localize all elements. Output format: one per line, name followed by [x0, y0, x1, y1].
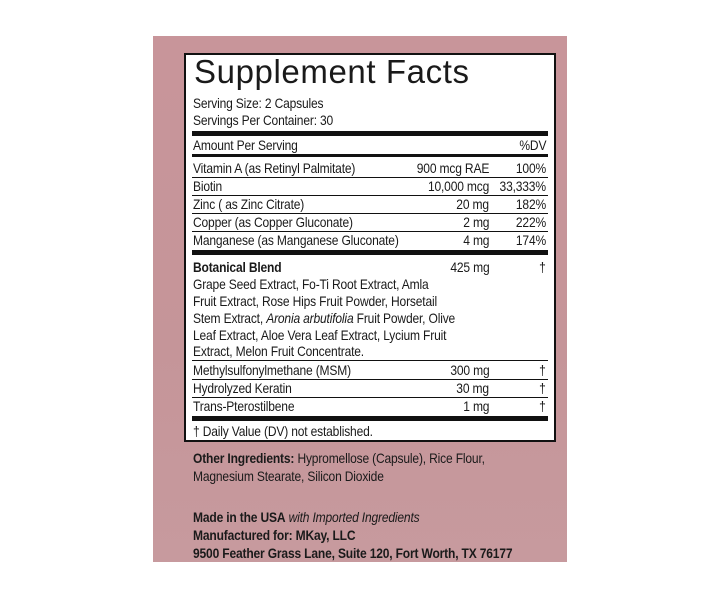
blend-name: Botanical Blend: [193, 259, 282, 275]
divider: [192, 131, 548, 136]
other-ingredients-text: Magnesium Stearate, Silicon Dioxide: [193, 468, 384, 484]
ingredient-name: Methylsulfonylmethane (MSM): [193, 362, 351, 378]
nutrient-amount: 2 mg: [462, 214, 489, 230]
divider: [192, 177, 548, 178]
nutrient-row: Manganese (as Manganese Gluconate) 4 mg 17…: [192, 231, 548, 249]
ingredient-row: Trans-Pterostilbene 1 mg †: [192, 397, 548, 415]
footnote: † Daily Value (DV) not established.: [193, 423, 373, 439]
nutrient-row: Copper (as Copper Gluconate) 2 mg 222%: [192, 213, 548, 231]
nutrient-name: Zinc ( as Zinc Citrate): [193, 196, 305, 212]
divider: [192, 416, 548, 421]
dv-header-label: %DV: [519, 137, 546, 153]
ingredient-name: Hydrolyzed Keratin: [193, 380, 292, 396]
divider: [192, 360, 548, 361]
ingredient-name: Trans-Pterostilbene: [193, 398, 295, 414]
blend-ingredients-line: Grape Seed Extract, Fo-Ti Root Extract, …: [193, 276, 429, 292]
ingredient-dv: †: [539, 380, 546, 396]
label-panel: Supplement Facts Serving Size: 2 Capsule…: [153, 36, 567, 562]
other-ingredients-text: Hypromellose (Capsule), Rice Flour,: [294, 450, 485, 466]
divider: [192, 213, 548, 214]
divider: [192, 195, 548, 196]
blend-ingredients-line: Leaf Extract, Aloe Vera Leaf Extract, Ly…: [193, 327, 447, 343]
amount-header: Amount Per Serving %DV: [192, 136, 548, 154]
manufacturer: Manufactured for: MKay, LLC: [193, 527, 356, 543]
nutrient-amount: 4 mg: [462, 232, 489, 248]
amount-header-label: Amount Per Serving: [193, 137, 298, 153]
ingredient-row: Methylsulfonylmethane (MSM) 300 mg †: [192, 361, 548, 379]
ingredient-dv: †: [539, 398, 546, 414]
divider: [192, 154, 548, 157]
divider: [192, 250, 548, 255]
blend-text: Stem Extract,: [193, 310, 267, 326]
nutrient-row: Zinc ( as Zinc Citrate) 20 mg 182%: [192, 195, 548, 213]
address: 9500 Feather Grass Lane, Suite 120, Fort…: [193, 545, 513, 561]
made-in-bold: Made in the USA: [193, 509, 286, 525]
servings-per-container: Servings Per Container: 30: [193, 112, 334, 128]
ingredient-row: Hydrolyzed Keratin 30 mg †: [192, 379, 548, 397]
nutrient-name: Vitamin A (as Retinyl Palmitate): [193, 160, 356, 176]
blend-dv: †: [539, 259, 546, 275]
nutrient-dv: 100%: [515, 160, 546, 176]
ingredient-amount: 1 mg: [462, 398, 489, 414]
blend-amount: 425 mg: [449, 259, 489, 275]
nutrient-dv: 182%: [515, 196, 546, 212]
blend-row: Botanical Blend 425 mg †: [192, 258, 548, 276]
nutrient-row: Vitamin A (as Retinyl Palmitate) 900 mcg …: [192, 159, 548, 177]
nutrient-dv: 174%: [515, 232, 546, 248]
nutrient-dv: 222%: [515, 214, 546, 230]
divider: [192, 397, 548, 398]
nutrient-row: Biotin 10,000 mcg 33,333%: [192, 177, 548, 195]
blend-text-italic: Aronia arbutifolia: [266, 310, 354, 326]
nutrient-name: Manganese (as Manganese Gluconate): [193, 232, 399, 248]
supplement-facts-box: Supplement Facts Serving Size: 2 Capsule…: [184, 53, 556, 442]
nutrient-name: Copper (as Copper Gluconate): [193, 214, 353, 230]
ingredient-amount: 30 mg: [456, 380, 489, 396]
blend-ingredients-line: Stem Extract, Aronia arbutifolia Fruit P…: [193, 309, 455, 327]
blend-ingredients-line: Extract, Melon Fruit Concentrate.: [193, 343, 364, 359]
nutrient-amount: 900 mcg RAE: [416, 160, 490, 176]
ingredient-amount: 300 mg: [449, 362, 489, 378]
divider: [192, 231, 548, 232]
serving-size: Serving Size: 2 Capsules: [193, 95, 324, 111]
nutrient-amount: 10,000 mcg: [427, 178, 489, 194]
title: Supplement Facts: [194, 53, 470, 90]
blend-ingredients-line: Fruit Extract, Rose Hips Fruit Powder, H…: [193, 293, 437, 309]
divider: [192, 379, 548, 380]
other-ingredients: Other Ingredients: Hypromellose (Capsule…: [193, 449, 485, 467]
ingredient-dv: †: [539, 362, 546, 378]
blend-text: Fruit Powder, Olive: [353, 310, 456, 326]
nutrient-name: Biotin: [193, 178, 223, 194]
nutrient-dv: 33,333%: [499, 178, 547, 194]
nutrient-amount: 20 mg: [456, 196, 489, 212]
other-ingredients-label: Other Ingredients:: [193, 450, 295, 466]
made-in-italic: with Imported Ingredients: [285, 509, 420, 525]
made-in: Made in the USA with Imported Ingredient…: [193, 508, 420, 526]
